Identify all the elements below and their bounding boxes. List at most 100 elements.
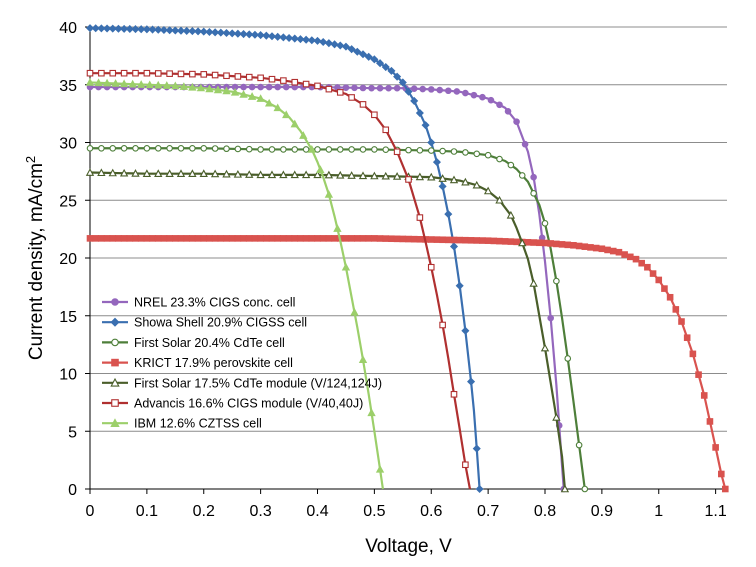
data-point [319, 37, 328, 47]
data-point [410, 85, 418, 92]
data-point [279, 33, 288, 42]
data-point [162, 81, 171, 89]
data-point [273, 32, 282, 41]
series-first-solar-20-4-cdte-cell [86, 144, 589, 493]
data-point [553, 240, 560, 248]
data-point [206, 235, 213, 242]
data-point [213, 85, 223, 94]
data-point [393, 72, 402, 81]
data-point [348, 146, 355, 153]
data-point [672, 306, 680, 313]
data-point [484, 237, 492, 244]
data-point [507, 161, 515, 169]
data-point [176, 169, 186, 177]
data-point [470, 91, 478, 99]
data-point [142, 169, 152, 177]
y-axis-title-main: Current density, mA/cm [26, 163, 47, 360]
legend-swatch-marker [110, 418, 120, 428]
data-point [336, 146, 344, 153]
data-point [564, 355, 572, 362]
data-point [285, 33, 294, 43]
data-point [438, 174, 447, 182]
x-tick-label: 1.1 [705, 503, 727, 520]
data-point [666, 293, 674, 301]
data-point [222, 28, 231, 38]
data-point [501, 238, 509, 245]
data-point [581, 243, 589, 250]
data-point [222, 169, 231, 178]
data-point [245, 73, 253, 81]
data-point [223, 145, 230, 153]
data-point [445, 87, 452, 95]
data-point [234, 235, 242, 242]
data-point [91, 24, 100, 33]
legend-label: First Solar 20.4% CdTe cell [134, 336, 285, 350]
data-point [371, 146, 378, 153]
data-point [350, 307, 359, 316]
data-point [114, 24, 123, 33]
data-point [211, 71, 219, 79]
data-point [718, 470, 725, 478]
data-point [239, 90, 248, 98]
data-point [513, 118, 520, 126]
data-point [587, 244, 594, 251]
data-point [98, 235, 105, 242]
legend-label: KRICT 17.9% perovskite cell [134, 356, 293, 370]
data-point [387, 66, 396, 75]
data-point [240, 235, 247, 242]
data-point [382, 235, 390, 242]
x-tick-label: 0.6 [420, 503, 442, 520]
data-point [462, 149, 469, 156]
legend-swatch-marker [111, 338, 119, 347]
data-point [621, 251, 628, 258]
data-point [405, 146, 412, 154]
data-point [108, 168, 117, 177]
data-point [248, 83, 256, 91]
data-point [210, 169, 220, 178]
data-point [467, 237, 475, 244]
data-point [314, 146, 321, 153]
y-axis-title-superscript: 2 [23, 156, 38, 163]
data-point [120, 24, 129, 33]
data-point [438, 182, 447, 191]
data-point [393, 148, 401, 156]
data-point [108, 24, 117, 33]
data-point [143, 235, 151, 242]
data-point [234, 145, 242, 153]
data-point [462, 89, 469, 97]
data-point [333, 224, 342, 232]
data-point [496, 101, 503, 109]
data-point [495, 195, 504, 204]
data-point [307, 36, 316, 45]
data-point [159, 25, 168, 35]
data-point [98, 69, 105, 77]
data-point [189, 70, 196, 78]
data-point [102, 78, 112, 87]
data-point [85, 168, 95, 176]
data-point [188, 27, 197, 36]
data-point [358, 171, 368, 180]
data-point [472, 444, 481, 453]
data-point [199, 169, 208, 177]
data-point [427, 86, 435, 93]
data-point [313, 170, 322, 179]
data-point [530, 190, 537, 197]
data-point [172, 235, 179, 242]
data-point [419, 85, 427, 93]
data-point [473, 237, 481, 244]
data-point [504, 108, 512, 115]
data-point [427, 236, 435, 243]
data-point [541, 239, 549, 247]
data-point [683, 334, 691, 341]
data-point [307, 145, 316, 153]
data-point [177, 235, 185, 242]
data-point [132, 235, 139, 242]
y-tick-label: 0 [68, 482, 77, 499]
data-point [381, 171, 390, 180]
data-point [475, 484, 484, 494]
legend-swatch-marker [110, 377, 120, 387]
data-point [120, 69, 128, 77]
data-point [399, 235, 407, 243]
data-point [166, 144, 173, 152]
